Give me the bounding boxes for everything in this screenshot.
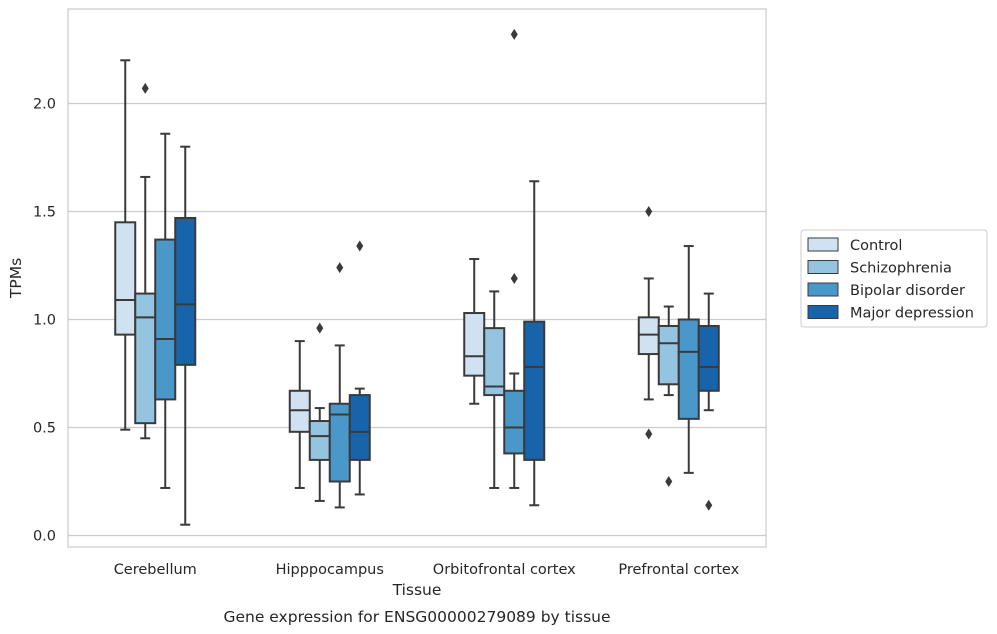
x-axis-label: Tissue [392,581,442,599]
box-schizophrenia [657,305,680,487]
iqr-box [523,320,546,461]
box-schizophrenia [483,290,506,489]
box-control [114,59,137,431]
outlier-point [510,272,518,284]
y-tick-label: 0.5 [33,421,56,437]
iqr-box [463,312,486,377]
iqr-box [637,316,660,356]
outlier-point [705,499,713,511]
y-tick-label: 1.0 [33,313,56,329]
box-major-depression [174,145,197,526]
box-major-depression [523,180,546,507]
outlier-point [336,262,344,274]
box-control [637,206,660,440]
box-control [288,340,311,489]
y-tick-label: 2.0 [33,97,56,113]
box-major-depression [348,240,371,496]
box-bipolar-disorder [328,262,351,509]
box-schizophrenia [134,82,157,440]
iqr-box [697,324,720,392]
outlier-point [316,322,324,334]
y-axis-label: TPMs [7,258,25,299]
legend-label: Schizophrenia [850,261,952,277]
box-control [463,258,486,405]
legend-swatch [807,237,839,252]
box-major-depression [697,292,720,511]
x-tick-labels: Cerebellum Hipppocampus Orbitofrontal cort… [114,562,740,578]
iqr-box [657,324,680,386]
outlier-point [645,428,653,440]
outlier-point [141,82,149,94]
iqr-box [348,394,371,461]
boxes [114,28,720,526]
y-tick-label: 0.0 [33,529,56,545]
legend-frame [800,229,988,328]
outlier-point [510,28,518,40]
legend: Control Schizophrenia Bipolar disorder Majo… [800,229,988,328]
legend-label: Control [850,238,902,254]
iqr-box [503,389,526,455]
outlier-point [645,206,653,217]
iqr-box [308,420,331,461]
box-bipolar-disorder [154,132,177,489]
legend-label: Major depression [850,306,974,322]
outlier-point [665,476,673,487]
box-schizophrenia [308,322,331,502]
x-tick-label: Cerebellum [114,562,197,578]
iqr-box [154,238,177,401]
iqr-box [134,292,157,425]
y-tick-label: 1.5 [33,205,56,221]
iqr-box [114,221,137,336]
legend-swatch [807,282,839,297]
box-bipolar-disorder [677,245,700,474]
x-tick-label: Prefrontal cortex [618,562,739,578]
x-tick-label: Orbitofrontal cortex [433,562,576,578]
iqr-box [483,327,506,397]
legend-swatch [807,305,839,319]
iqr-box [677,318,700,420]
legend-swatch [807,260,839,274]
iqr-box [288,389,311,433]
chart-caption: Gene expression for ENSG00000279089 by t… [223,608,610,626]
legend-label: Bipolar disorder [850,283,965,299]
outlier-point [356,240,364,252]
x-tick-label: Hipppocampus [276,562,384,578]
box-bipolar-disorder [503,28,526,489]
iqr-box [174,216,197,366]
plot-frame [67,8,767,548]
y-tick-labels: 0.0 0.5 1.0 1.5 2.0 [33,97,56,545]
